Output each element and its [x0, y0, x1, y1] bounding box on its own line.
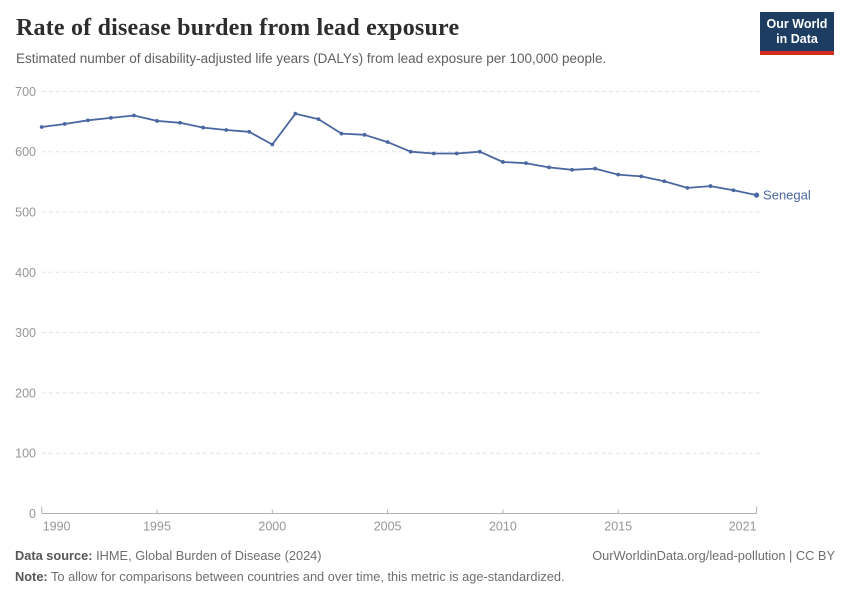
data-point-1999 — [247, 129, 252, 134]
chart-subtitle: Estimated number of disability-adjusted … — [16, 51, 607, 66]
x-axis-label-2010: 2010 — [489, 520, 517, 534]
data-point-1990 — [39, 125, 44, 129]
data-point-2008 — [454, 151, 459, 156]
data-point-2006 — [408, 149, 413, 154]
x-axis-label-1990: 1990 — [43, 520, 71, 534]
series-end-label: Senegal — [763, 188, 811, 203]
data-point-2004 — [362, 132, 367, 137]
data-point-2019 — [708, 184, 713, 188]
footer-row-note: Note: To allow for comparisons between c… — [15, 566, 835, 587]
chart-header: Rate of disease burden from lead exposur… — [16, 12, 834, 66]
data-source-text: Data source: IHME, Global Burden of Dise… — [15, 545, 322, 566]
data-point-1993 — [108, 116, 113, 120]
y-axis-label-200: 200 — [15, 386, 36, 400]
x-axis-label-2000: 2000 — [258, 520, 286, 534]
data-point-2016 — [639, 174, 644, 179]
y-axis-label-400: 400 — [15, 266, 36, 280]
x-axis-label-2015: 2015 — [604, 520, 632, 534]
data-source-label: Data source: — [15, 548, 93, 563]
data-point-2013 — [570, 167, 574, 172]
data-point-2007 — [431, 151, 436, 156]
data-point-2014 — [593, 166, 598, 171]
data-point-1998 — [224, 128, 229, 132]
data-point-2005 — [385, 140, 390, 144]
y-axis-label-600: 600 — [15, 145, 36, 159]
x-axis-label-1995: 1995 — [143, 520, 171, 534]
y-axis-label-100: 100 — [15, 447, 36, 461]
owid-logo[interactable]: Our World in Data — [760, 12, 834, 55]
data-point-1996 — [178, 120, 182, 125]
y-axis-label-300: 300 — [15, 326, 36, 340]
data-point-1991 — [62, 122, 67, 126]
data-point-1997 — [201, 125, 206, 130]
data-point-1992 — [85, 118, 90, 123]
footer-row-source: Data source: IHME, Global Burden of Dise… — [15, 545, 835, 566]
note-value: To allow for comparisons between countri… — [47, 569, 565, 584]
data-source-value: IHME, Global Burden of Disease (2024) — [92, 548, 322, 563]
y-axis-label-700: 700 — [15, 85, 36, 99]
data-point-2001 — [293, 111, 298, 116]
owid-logo-line2: in Data — [776, 32, 818, 46]
y-axis-label-500: 500 — [15, 206, 36, 220]
x-axis-label-2021: 2021 — [729, 520, 757, 534]
data-line-senegal — [40, 112, 758, 196]
data-point-2017 — [662, 179, 667, 184]
data-point-1994 — [132, 113, 136, 118]
data-point-2012 — [547, 165, 551, 170]
chart-footer: Data source: IHME, Global Burden of Dise… — [15, 545, 835, 587]
owid-url-link[interactable]: OurWorldinData.org/lead-pollution | CC B… — [592, 548, 835, 563]
data-point-2003 — [339, 131, 344, 136]
data-point-2002 — [316, 117, 321, 122]
data-point-2011 — [524, 161, 528, 166]
data-point-2009 — [477, 149, 482, 154]
data-point-2010 — [501, 160, 505, 164]
y-axis-label-0: 0 — [29, 507, 36, 521]
x-axis-label-2005: 2005 — [374, 520, 402, 534]
data-point-2018 — [685, 185, 690, 190]
data-point-2000 — [270, 142, 275, 147]
note-label: Note: — [15, 569, 48, 584]
chart-title: Rate of disease burden from lead exposur… — [16, 15, 460, 41]
data-point-2021 — [753, 192, 760, 198]
data-point-2020 — [731, 188, 736, 193]
line-chart: 0 100 200 300 400 500 600 700 1990 1995 2000 2005 20… — [15, 85, 811, 534]
owid-logo-line1: Our World — [766, 17, 828, 31]
data-point-2015 — [616, 172, 621, 177]
data-point-1995 — [155, 119, 159, 123]
